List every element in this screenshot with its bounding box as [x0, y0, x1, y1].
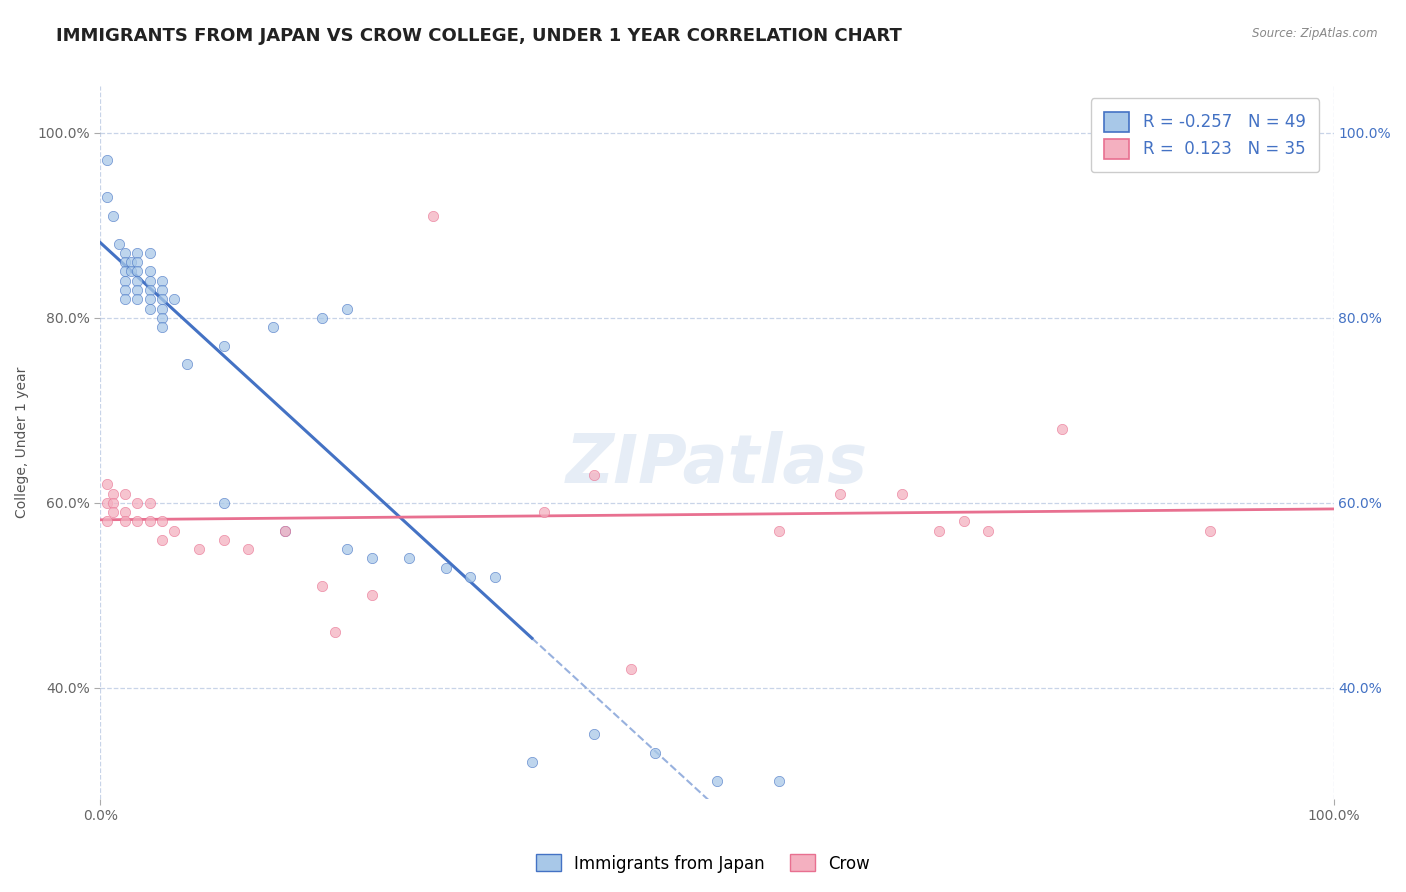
- Point: [114, 246, 136, 260]
- Point: [127, 292, 149, 306]
- Point: [150, 301, 173, 316]
- Point: [977, 524, 1000, 538]
- Point: [212, 496, 235, 510]
- Point: [336, 542, 359, 557]
- Point: [360, 589, 382, 603]
- Point: [644, 746, 666, 760]
- Point: [127, 255, 149, 269]
- Point: [138, 496, 160, 510]
- Point: [323, 625, 346, 640]
- Point: [120, 255, 142, 269]
- Point: [96, 153, 118, 168]
- Point: [212, 338, 235, 352]
- Text: Source: ZipAtlas.com: Source: ZipAtlas.com: [1253, 27, 1378, 40]
- Point: [114, 515, 136, 529]
- Point: [96, 190, 118, 204]
- Point: [138, 283, 160, 297]
- Point: [360, 551, 382, 566]
- Point: [768, 524, 790, 538]
- Point: [533, 505, 555, 519]
- Point: [336, 301, 359, 316]
- Point: [138, 515, 160, 529]
- Point: [101, 505, 124, 519]
- Point: [398, 551, 420, 566]
- Point: [138, 274, 160, 288]
- Legend: R = -0.257   N = 49, R =  0.123   N = 35: R = -0.257 N = 49, R = 0.123 N = 35: [1091, 98, 1319, 172]
- Point: [114, 292, 136, 306]
- Point: [150, 533, 173, 547]
- Point: [1050, 422, 1073, 436]
- Point: [150, 310, 173, 325]
- Point: [138, 246, 160, 260]
- Point: [114, 486, 136, 500]
- Point: [176, 357, 198, 371]
- Point: [127, 283, 149, 297]
- Point: [150, 283, 173, 297]
- Text: IMMIGRANTS FROM JAPAN VS CROW COLLEGE, UNDER 1 YEAR CORRELATION CHART: IMMIGRANTS FROM JAPAN VS CROW COLLEGE, U…: [56, 27, 903, 45]
- Point: [620, 663, 643, 677]
- Point: [138, 301, 160, 316]
- Point: [127, 274, 149, 288]
- Point: [138, 264, 160, 278]
- Point: [262, 320, 284, 334]
- Point: [138, 292, 160, 306]
- Point: [120, 264, 142, 278]
- Point: [434, 560, 457, 574]
- Point: [127, 515, 149, 529]
- Point: [101, 496, 124, 510]
- Point: [311, 579, 333, 593]
- Point: [127, 246, 149, 260]
- Point: [96, 477, 118, 491]
- Point: [114, 274, 136, 288]
- Point: [582, 727, 605, 741]
- Point: [890, 486, 912, 500]
- Point: [311, 310, 333, 325]
- Point: [1199, 524, 1222, 538]
- Point: [706, 773, 728, 788]
- Point: [952, 515, 974, 529]
- Point: [114, 505, 136, 519]
- Point: [484, 570, 506, 584]
- Point: [150, 320, 173, 334]
- Point: [96, 515, 118, 529]
- Point: [460, 570, 482, 584]
- Point: [274, 524, 297, 538]
- Point: [114, 283, 136, 297]
- Point: [238, 542, 260, 557]
- Point: [96, 496, 118, 510]
- Y-axis label: College, Under 1 year: College, Under 1 year: [15, 367, 30, 518]
- Point: [114, 255, 136, 269]
- Point: [520, 755, 543, 769]
- Point: [150, 292, 173, 306]
- Point: [127, 264, 149, 278]
- Point: [101, 486, 124, 500]
- Point: [101, 209, 124, 223]
- Point: [212, 533, 235, 547]
- Point: [188, 542, 211, 557]
- Point: [830, 486, 852, 500]
- Point: [114, 264, 136, 278]
- Point: [274, 524, 297, 538]
- Point: [150, 274, 173, 288]
- Point: [928, 524, 950, 538]
- Point: [422, 209, 444, 223]
- Point: [163, 524, 186, 538]
- Point: [768, 773, 790, 788]
- Text: ZIPatlas: ZIPatlas: [567, 431, 868, 497]
- Point: [127, 496, 149, 510]
- Legend: Immigrants from Japan, Crow: Immigrants from Japan, Crow: [529, 847, 877, 880]
- Point: [150, 515, 173, 529]
- Point: [582, 468, 605, 483]
- Point: [163, 292, 186, 306]
- Point: [108, 236, 131, 251]
